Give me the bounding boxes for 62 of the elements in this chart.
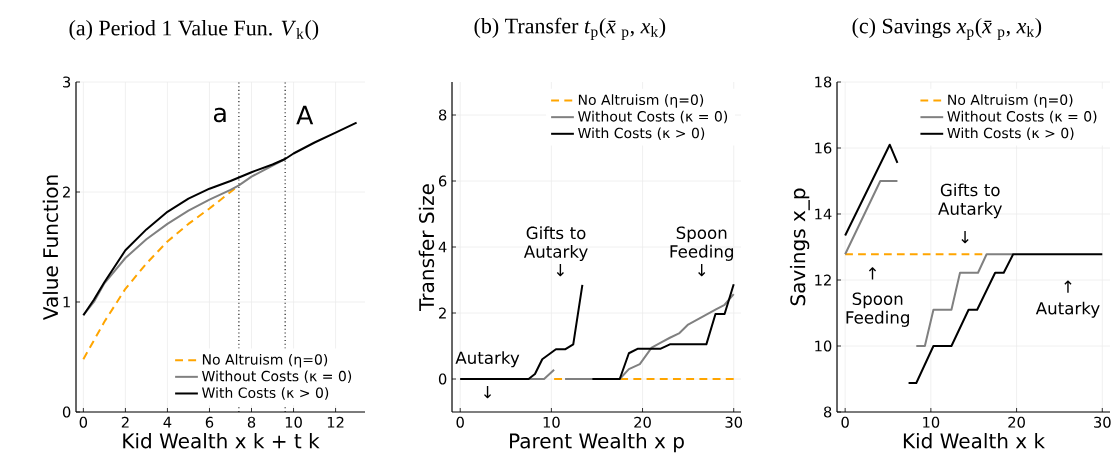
chart-title: (c) Savings x$_{p}$(x̄$_{p}$, x$_{k}$) — [852, 17, 1042, 40]
legend-label: Without Costs (κ = 0) — [578, 110, 728, 124]
x-tick-label: 0 — [456, 416, 464, 428]
x-tick-label: 2 — [121, 416, 129, 428]
y-tick-label: 8 — [438, 109, 447, 121]
x-axis-title: Kid Wealth x k — [903, 432, 1045, 449]
legend-label: With Costs (κ > 0) — [578, 127, 705, 140]
y-tick-label: 2 — [439, 307, 446, 319]
x-tick-label: 12 — [327, 416, 344, 428]
x-axis-title: Parent Wealth x p — [510, 432, 684, 453]
y-tick-label: 1 — [63, 296, 70, 308]
annotation: Gifts to Autarky — [938, 183, 1002, 219]
y-tick-label: 12 — [815, 274, 831, 286]
y-tick-label: 10 — [815, 340, 832, 352]
x-axis-title: Kid Wealth x k + t k — [123, 432, 320, 449]
annotation: ↓ — [961, 231, 969, 244]
annotation: ↓ — [556, 264, 564, 277]
y-tick-label: 3 — [63, 76, 71, 88]
annotation: Spoon Feeding — [670, 226, 733, 261]
y-axis-title: Value Function — [42, 175, 59, 321]
y-tick-label: 14 — [815, 208, 832, 220]
ref-line-label: A — [296, 105, 314, 125]
x-tick-label: 10 — [543, 416, 560, 428]
annotation: ↓ — [698, 264, 706, 277]
annotation: ↑ — [868, 267, 877, 280]
x-tick-label: 30 — [1094, 416, 1111, 428]
annotation: Spoon Feeding — [846, 292, 909, 327]
y-tick-label: 0 — [62, 406, 71, 418]
legend-label: Without Costs (κ = 0) — [202, 370, 352, 383]
x-tick-label: 20 — [1008, 416, 1025, 428]
x-tick-label: 0 — [79, 416, 88, 428]
y-tick-label: 18 — [815, 76, 832, 88]
x-tick-label: 8 — [247, 416, 256, 428]
legend-label: With Costs (κ > 0) — [202, 387, 329, 400]
y-tick-label: 0 — [438, 373, 447, 385]
y-tick-label: 8 — [823, 406, 832, 418]
legend-label: With Costs (κ > 0) — [947, 127, 1074, 140]
annotation: Autarky — [1035, 301, 1100, 318]
y-tick-label: 6 — [438, 175, 447, 187]
y-tick-label: 4 — [438, 241, 447, 253]
x-tick-label: 20 — [634, 416, 651, 428]
chart-title: (b) Transfer t$_{p}$(x̄$_{p}$, x$_{k}$) — [474, 17, 666, 40]
annotation: Autarky — [455, 351, 520, 368]
y-tick-label: 16 — [815, 142, 832, 154]
x-tick-label: 6 — [205, 416, 214, 428]
legend-label: Without Costs (κ = 0) — [947, 110, 1097, 124]
chart-title: (a) Period 1 Value Fun. V$_{k}$() — [69, 20, 319, 40]
ref-line-label: a — [213, 107, 226, 123]
annotation: Gifts to Autarky — [523, 226, 588, 262]
x-tick-label: 4 — [163, 416, 172, 428]
y-tick-label: 2 — [63, 186, 70, 198]
legend-label: No Altruism (η=0) — [948, 94, 1073, 108]
legend-label: No Altruism (η=0) — [202, 353, 328, 368]
y-axis-title: Transfer Size — [418, 184, 435, 311]
x-tick-label: 10 — [923, 416, 940, 428]
annotation: ↓ — [483, 386, 492, 399]
legend-label: No Altruism (η=0) — [578, 94, 704, 108]
x-tick-label: 30 — [725, 416, 743, 428]
x-tick-label: 10 — [285, 416, 302, 428]
x-tick-label: 0 — [841, 416, 849, 428]
y-axis-title: Savings x_p — [789, 188, 810, 306]
annotation: ↑ — [1064, 280, 1072, 293]
